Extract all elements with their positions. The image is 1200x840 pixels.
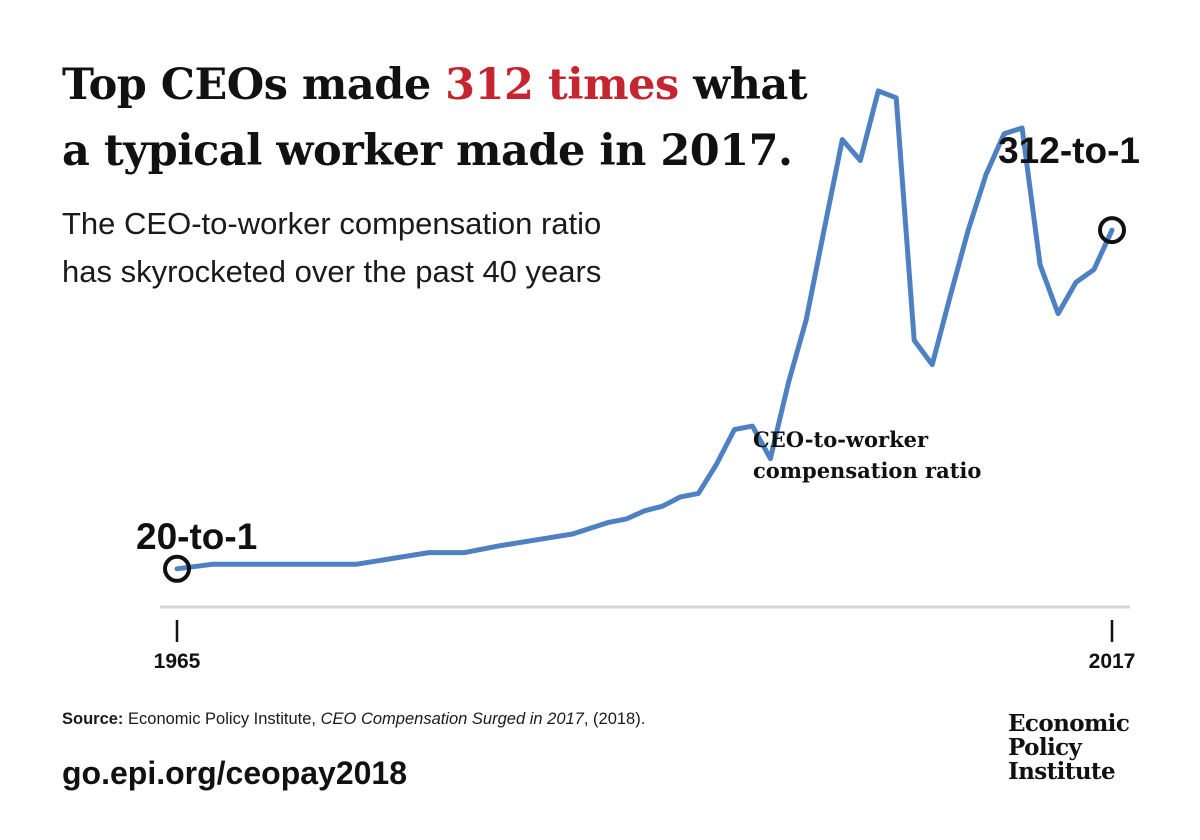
source-label: Source: (62, 710, 124, 728)
annotation-layer: 20-to-1 312-to-1 CEO-to-worker compensation… (136, 130, 1140, 557)
end-point-marker (1098, 216, 1126, 245)
x-axis-ticks: 1965 2017 (154, 620, 1136, 673)
source-title: CEO Compensation Surged in 2017 (320, 710, 584, 728)
source-url-link[interactable]: go.epi.org/ceopay2018 (62, 755, 408, 791)
headline-highlight: 312 times (445, 60, 679, 110)
logo-line-2: Policy (1008, 734, 1082, 761)
start-value-label: 20-to-1 (136, 516, 257, 557)
end-value-label: 312-to-1 (998, 130, 1140, 171)
start-point-marker (163, 554, 191, 583)
ratio-series-line (174, 88, 1115, 572)
epi-logo: Economic Policy Institute (1008, 710, 1130, 785)
logo-line-1: Economic (1008, 710, 1130, 737)
series-label-line-1: CEO-to-worker (753, 427, 929, 452)
series-layer (174, 88, 1115, 572)
subtitle-line-2: has skyrocketed over the past 40 years (62, 254, 602, 289)
subtitle: The CEO-to-worker compensation ratio has… (62, 200, 742, 296)
source-note: Source: Economic Policy Institute, CEO C… (62, 710, 645, 729)
ratio-line-chart: 1965 2017 20-to-1 312-to-1 CEO-to-worker com… (136, 88, 1140, 673)
x-tick-label-2017: 2017 (1089, 650, 1136, 673)
headline: Top CEOs made 312 times what a typical w… (62, 52, 822, 184)
source-text: Economic Policy Institute, (123, 710, 321, 728)
logo-line-3: Institute (1008, 758, 1116, 785)
headline-part-2: what a typical worker made in 2017. (62, 60, 808, 176)
series-label-line-2: compensation ratio (753, 458, 981, 483)
headline-part-1: Top CEOs made (62, 60, 446, 110)
x-tick-label-1965: 1965 (154, 650, 201, 673)
marker-layer (163, 216, 1126, 583)
source-suffix: , (2018). (583, 710, 646, 728)
subtitle-line-1: The CEO-to-worker compensation ratio (62, 206, 602, 241)
